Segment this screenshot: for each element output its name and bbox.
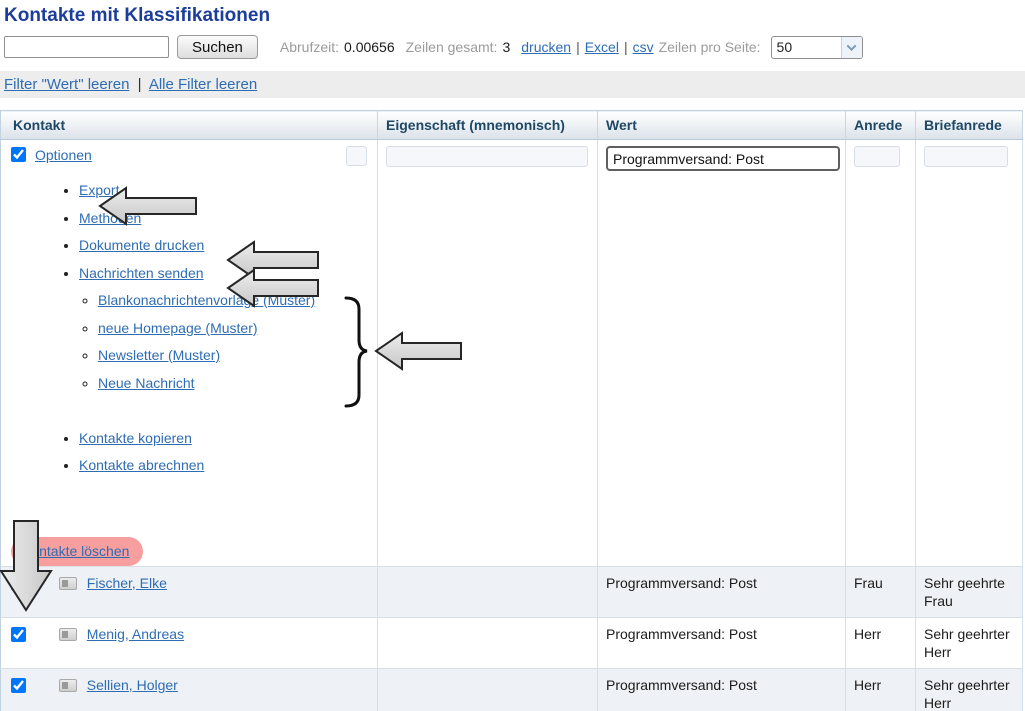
abrufzeit-value: 0.00656 (344, 39, 395, 55)
briefanrede-filter-cell (915, 139, 1023, 566)
wert-cell: Programmversand: Post (597, 667, 846, 711)
search-input[interactable] (4, 36, 169, 58)
optionen-line: Optionen (1, 140, 377, 166)
briefanrede-cell: Sehr geehrter Herr (915, 667, 1023, 711)
anrede-filter-cell (845, 139, 916, 566)
menu-item-kontakte-abrechnen[interactable]: Kontakte abrechnen (79, 457, 205, 473)
anrede-cell: Herr (845, 667, 916, 711)
nachrichten-submenu: Blankonachrichtenvorlage (Muster) neue H… (79, 291, 377, 401)
table-row: Menig, Andreas Programmversand: Post Her… (0, 616, 1023, 668)
menu-item: Kontakte abrechnen (79, 456, 377, 484)
submenu-item-newsletter[interactable]: Newsletter (Muster) (98, 347, 221, 363)
menu-item-kontakte-loeschen[interactable]: Kontakte löschen (22, 542, 130, 559)
kontakt-filter-cell: Optionen Export Methoden Dokumente druck… (0, 139, 378, 566)
highlight-annotation-delete: Kontakte löschen (11, 536, 144, 566)
submenu-item-neue-nachricht[interactable]: Neue Nachricht (98, 374, 195, 391)
row-checkbox[interactable] (11, 678, 26, 694)
eigenschaft-cell (377, 616, 598, 668)
submenu-item: Neue Nachricht (98, 374, 377, 402)
search-button[interactable]: Suchen (177, 35, 258, 59)
submenu-item-blankonachrichtenvorlage[interactable]: Blankonachrichtenvorlage (Muster) (98, 292, 316, 308)
submenu-item: neue Homepage (Muster) (98, 319, 377, 347)
wert-filter-cell (597, 139, 846, 566)
column-header-wert: Wert (597, 110, 846, 140)
link-separator: | (623, 39, 628, 55)
menu-item-methoden[interactable]: Methoden (79, 209, 142, 226)
wert-filter-input[interactable] (606, 146, 840, 171)
contact-name-link[interactable]: Fischer, Elke (86, 574, 167, 591)
menu-item: Dokumente drucken (79, 236, 377, 264)
eigenschaft-filter-input (386, 146, 588, 167)
column-header-kontakt: Kontakt (0, 110, 378, 140)
briefanrede-cell: Sehr geehrte Frau (915, 565, 1023, 617)
select-all-checkbox[interactable] (11, 147, 26, 162)
column-header-anrede: Anrede (845, 110, 916, 140)
contacts-table: Kontakt Eigenschaft (mnemonisch) Wert An… (0, 110, 1023, 711)
contact-name-link[interactable]: Menig, Andreas (86, 625, 185, 642)
optionen-link[interactable]: Optionen (35, 146, 92, 163)
eigenschaft-cell (377, 565, 598, 617)
page-size-value: 50 (776, 39, 793, 55)
link-separator: | (576, 39, 580, 55)
table-row: Fischer, Elke Programmversand: Post Frau… (0, 565, 1023, 617)
submenu-item: Newsletter (Muster) (98, 346, 377, 374)
filterbar-separator: | (137, 76, 142, 93)
contact-cell: Menig, Andreas (0, 616, 378, 668)
zeilen-gesamt-value: 3 (502, 39, 511, 55)
wert-cell: Programmversand: Post (597, 616, 846, 668)
anrede-cell: Frau (845, 565, 916, 617)
options-menu: Export Methoden Dokumente drucken Nachri… (1, 181, 377, 484)
menu-item-nachrichten-senden[interactable]: Nachrichten senden (79, 264, 204, 281)
page-size-select[interactable]: 50 (770, 35, 863, 59)
menu-item: Export (79, 181, 377, 209)
table-row: Sellien, Holger Programmversand: Post He… (0, 667, 1023, 711)
menu-item-kontakte-kopieren[interactable]: Kontakte kopieren (79, 429, 192, 446)
contact-cell: Sellien, Holger (0, 667, 378, 711)
contact-card-icon (58, 679, 77, 693)
submenu-item: Blankonachrichtenvorlage (Muster) (98, 291, 377, 319)
submenu-item-neue-homepage[interactable]: neue Homepage (Muster) (98, 319, 258, 336)
result-stats: Abrufzeit: 0.00656 Zeilen gesamt: 3 druc… (279, 35, 863, 59)
eigenschaft-filter-cell (377, 139, 598, 566)
contacts-page: Kontakte mit Klassifikationen Suchen Abr… (0, 4, 1025, 711)
abrufzeit-label: Abrufzeit: (279, 39, 340, 55)
anrede-filter-input (854, 146, 900, 167)
menu-item: Methoden (79, 209, 377, 237)
eigenschaft-cell (377, 667, 598, 711)
row-checkbox[interactable] (11, 576, 26, 592)
contact-name-link[interactable]: Sellien, Holger (86, 676, 178, 693)
clear-all-filters-link[interactable]: Alle Filter leeren (148, 76, 258, 93)
contact-cell: Fischer, Elke (0, 565, 378, 617)
excel-export-link[interactable]: Excel (584, 39, 619, 55)
kontakt-filter-input (346, 146, 367, 166)
per-page-label: Zeilen pro Seite: (658, 39, 761, 55)
menu-item-export[interactable]: Export (79, 182, 120, 198)
contact-card-icon (58, 628, 77, 642)
drucken-link[interactable]: drucken (521, 39, 572, 55)
page-title: Kontakte mit Klassifikationen (4, 5, 271, 26)
menu-item: Nachrichten senden Blankonachrichtenvorl… (79, 264, 377, 429)
row-checkbox[interactable] (11, 627, 26, 643)
menu-item: Kontakte kopieren (79, 429, 377, 457)
anrede-cell: Herr (845, 616, 916, 668)
clear-wert-filter-link[interactable]: Filter "Wert" leeren (4, 76, 130, 93)
csv-export-link[interactable]: csv (632, 39, 654, 55)
column-header-briefanrede: Briefanrede (915, 110, 1023, 140)
zeilen-gesamt-label: Zeilen gesamt: (405, 39, 498, 55)
contact-card-icon (58, 577, 77, 591)
table-header-row: Kontakt Eigenschaft (mnemonisch) Wert An… (0, 110, 1023, 140)
menu-item-dokumente-drucken[interactable]: Dokumente drucken (79, 237, 205, 253)
briefanrede-cell: Sehr geehrter Herr (915, 616, 1023, 668)
filter-bar: Filter "Wert" leeren | Alle Filter leere… (0, 71, 1025, 98)
toolbar: Suchen Abrufzeit: 0.00656 Zeilen gesamt:… (4, 34, 1025, 60)
chevron-down-icon (846, 40, 857, 51)
select-dropdown-button[interactable] (840, 36, 862, 58)
filter-options-row: Optionen Export Methoden Dokumente druck… (0, 139, 1023, 566)
briefanrede-filter-input (924, 146, 1008, 167)
wert-cell: Programmversand: Post (597, 565, 846, 617)
column-header-eigenschaft: Eigenschaft (mnemonisch) (377, 110, 598, 140)
